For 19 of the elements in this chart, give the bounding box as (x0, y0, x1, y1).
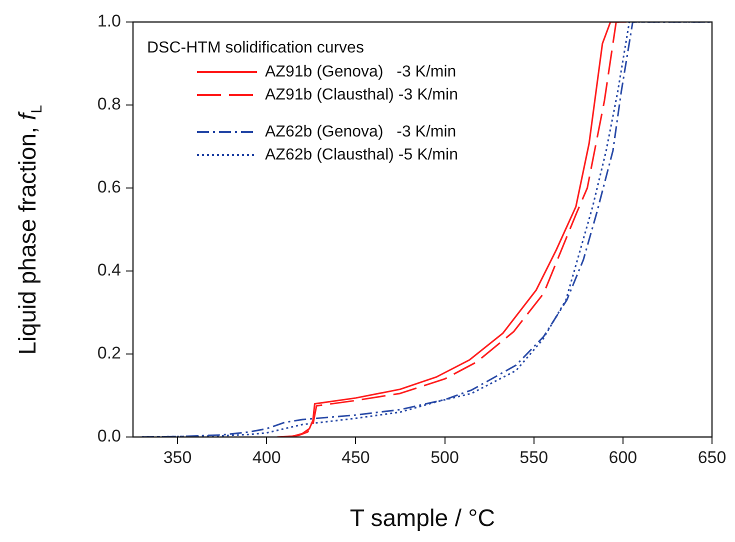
legend-label: AZ62b (Clausthal) -5 K/min (265, 146, 458, 164)
y-tick-label: 0.4 (97, 260, 121, 280)
legend-label: AZ91b (Clausthal) -3 K/min (265, 86, 458, 104)
x-tick-label: 600 (608, 448, 638, 467)
x-tick-label: 450 (342, 448, 370, 467)
x-axis-title: T sample / °C (348, 505, 496, 533)
legend-title: DSC-HTM solidification curves (147, 39, 364, 56)
x-tick-label: 350 (163, 448, 192, 467)
x-tick-label: 500 (430, 448, 459, 467)
legend-label: AZ91b (Genova) -3 K/min (265, 63, 456, 80)
y-tick-label: 0.6 (97, 178, 121, 197)
y-tick-label: 0.2 (97, 344, 121, 363)
x-tick-label: 400 (252, 448, 281, 467)
y-tick-label: 0.0 (97, 426, 121, 446)
y-tick-label: 0.8 (97, 94, 121, 114)
x-tick-label: 650 (698, 448, 726, 467)
y-tick-label: 1.0 (97, 12, 121, 31)
legend-label: AZ62b (Genova) -3 K/min (265, 123, 456, 140)
x-tick-label: 550 (520, 448, 548, 467)
